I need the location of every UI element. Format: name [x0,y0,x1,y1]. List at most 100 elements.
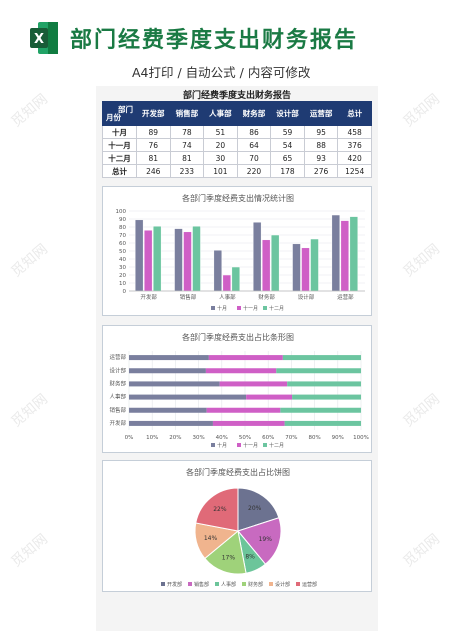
segment-设计部-十月 [129,368,206,374]
legend-label: 十二月 [269,442,284,449]
col-header: 开发部 [136,101,171,126]
legend-label: 十月 [217,442,227,449]
legend-swatch [263,306,267,310]
col-header: 运营部 [303,101,339,126]
x-tick-label: 销售部 [180,293,197,301]
y-tick-label: 60 [119,241,126,247]
x-tick-label: 运营部 [337,293,354,301]
legend-swatch [296,582,300,586]
x-tick-label: 70% [285,435,297,441]
y-tick-label: 运营部 [109,353,126,361]
segment-销售部-十二月 [280,407,361,413]
bar-运营部-十一月 [340,220,350,292]
pie-chart: 各部门季度经费支出占比饼图 20% 19% 8% 17% 14% 22% 开发部 销售部 人事部 财… [161,467,317,588]
legend-label: 十一月 [243,442,258,449]
y-tick-label: 财务部 [109,379,126,387]
pie-slice-开发部 [237,487,280,532]
table-cell: 86 [236,125,272,139]
table-corner-cell: 部门 月份 [102,101,137,126]
chart-title: 各部门季度经费支出占比条形图 [182,332,294,342]
table-cell: 51 [203,125,238,139]
segment-财务部-十月 [129,381,220,387]
slice-label: 22% [213,506,227,513]
x-tick-label: 设计部 [298,293,315,301]
legend-label: 销售部 [194,581,209,588]
slice-label: 17% [222,555,236,562]
legend-swatch [237,443,241,447]
table-cell: 20 [203,138,238,152]
table-cell: 30 [203,151,238,165]
legend-label: 运营部 [302,581,317,588]
col-header: 销售部 [169,101,205,126]
y-tick-label: 20 [119,273,126,279]
y-tick-label: 销售部 [109,406,126,414]
bar-财务部-十一月 [261,239,271,292]
segment-财务部-十一月 [219,381,288,387]
table-cell: 74 [169,138,205,152]
col-header: 总计 [337,101,372,126]
bar-销售部-十一月 [183,231,192,292]
segment-开发部-十月 [129,420,213,426]
table-cell: 81 [136,151,171,165]
slice-label: 20% [248,505,262,512]
pie-slice-运营部 [195,487,239,532]
table-cell: 178 [270,164,305,178]
table-cell: 376 [337,138,372,152]
segment-销售部-十月 [129,407,207,413]
y-tick-label: 40 [119,257,126,263]
table-cell: 88 [303,138,339,152]
row-header: 十一月 [102,138,137,152]
row-header: 总计 [102,164,137,178]
table-body: 十月 89 78 51 86 59 95 458 十一月 76 74 20 64 54 88 376 十二月 81… [102,125,372,178]
y-tick-label: 100 [116,209,127,215]
expense-table: 部门 月份 开发部 销售部 人事部 财务部 设计部 运营部 总计 十月 89 78 5… [102,101,372,178]
y-tick-label: 设计部 [109,366,126,374]
legend-swatch [161,582,165,586]
x-tick-label: 90% [332,435,344,441]
legend-swatch [269,582,273,586]
bar-开发部-十二月 [152,225,162,292]
pie-chart-panel: 各部门季度经费支出占比饼图 20% 19% 8% 17% 14% 22% 开发部 销售部 人事部 财… [102,460,372,592]
table-cell: 78 [169,125,205,139]
banner: X 部门经费季度支出财务报告 A4打印 / 自动公式 / 内容可修改 [0,0,474,86]
legend-label: 财务部 [248,581,263,588]
table-cell: 220 [236,164,272,178]
y-tick-label: 90 [119,217,126,223]
legend-label: 开发部 [167,581,182,588]
bar-人事部-十月 [213,249,223,292]
segment-人事部-十一月 [246,394,293,400]
banner-subtitle: A4打印 / 自动公式 / 内容可修改 [132,65,311,80]
watermark: 觅知网 [400,391,443,431]
bar-设计部-十一月 [301,247,310,292]
table-cell: 1254 [337,164,372,178]
bar-开发部-十月 [134,219,144,292]
pie-slice-销售部 [237,517,282,565]
bar-人事部-十二月 [231,266,241,292]
segment-运营部-十一月 [208,355,283,361]
y-tick-label: 80 [119,225,126,231]
slice-label: 19% [259,536,273,543]
slice-label: 14% [204,535,218,542]
table-cell: 64 [236,138,272,152]
legend-label: 人事部 [221,581,236,588]
col-header: 人事部 [203,101,238,126]
stacked-bar-chart-panel: 各部门季度经费支出占比条形图 0% 10% 20% 30% 40% 50% 60% 70% 80%… [102,325,372,453]
table-cell: 95 [303,125,339,139]
table-cell: 89 [136,125,171,139]
bar-设计部-十月 [292,243,301,292]
stacked-bar-chart: 各部门季度经费支出占比条形图 0% 10% 20% 30% 40% 50% 60% 70% 80%… [109,332,368,449]
legend-swatch [237,306,241,310]
legend-label: 十二月 [269,305,284,312]
segment-开发部-十一月 [212,420,285,426]
legend-swatch [263,443,267,447]
table-cell: 59 [270,125,305,139]
y-tick-label: 10 [119,281,126,287]
table-header-row: 部门 月份 开发部 销售部 人事部 财务部 设计部 运营部 总计 [102,101,372,126]
table-cell: 458 [337,125,372,139]
legend-swatch [242,582,246,586]
x-tick-label: 0% [125,435,134,441]
x-tick-label: 开发部 [140,293,157,301]
x-tick-label: 10% [146,435,158,441]
x-tick-label: 人事部 [219,293,236,301]
table-row: 十一月 76 74 20 64 54 88 376 [102,138,372,152]
